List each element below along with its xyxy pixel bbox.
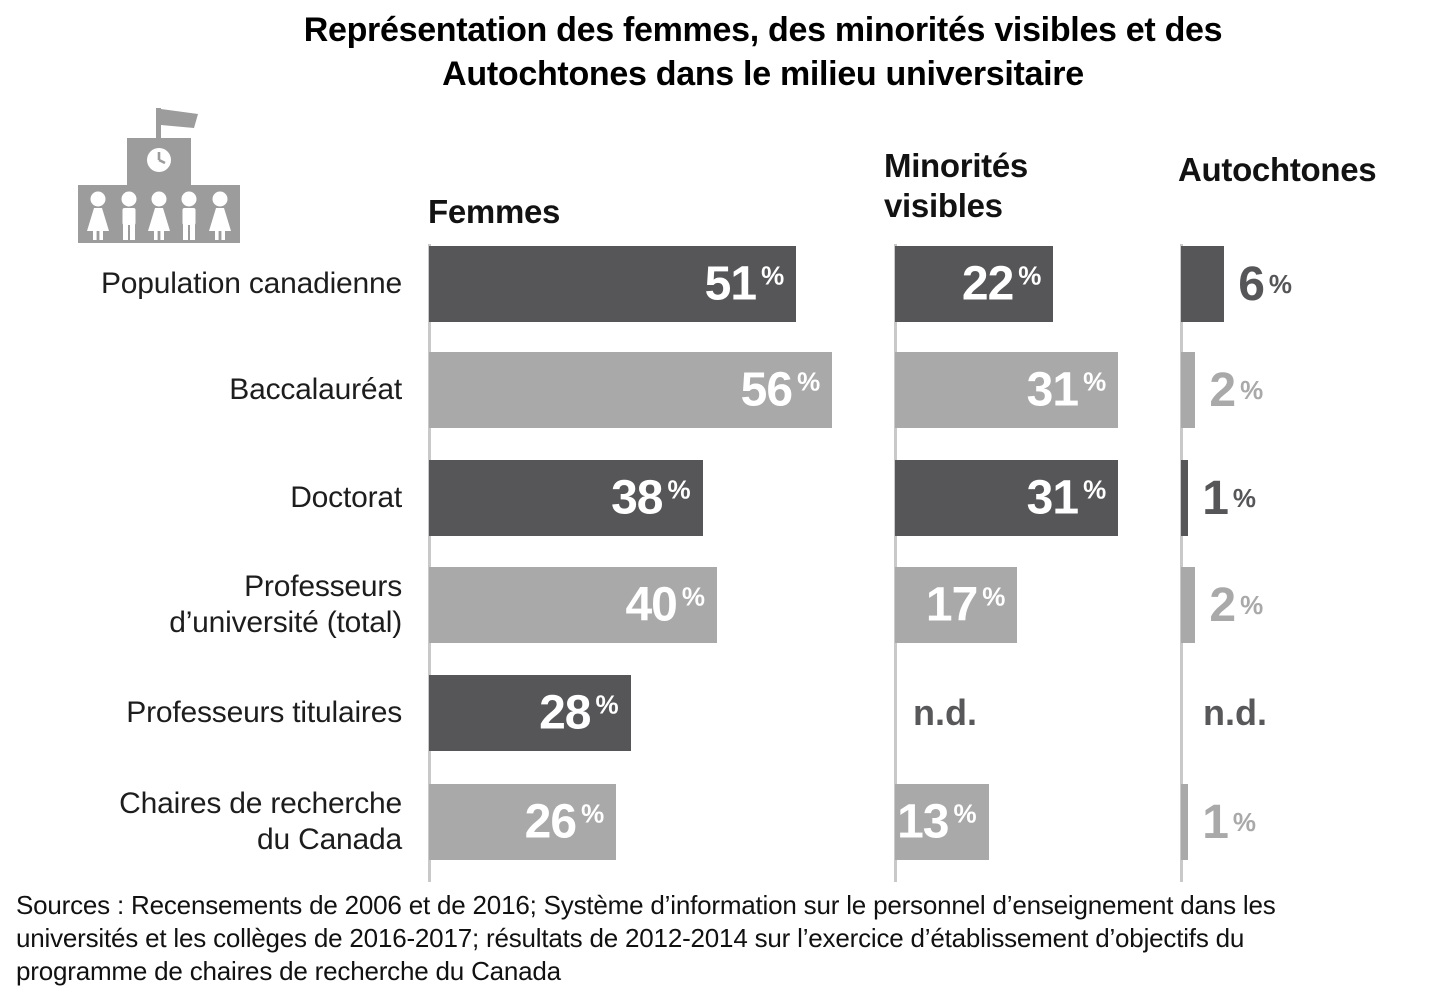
bar — [1181, 352, 1196, 428]
source-line2: universités et les collèges de 2016-2017… — [16, 923, 1245, 953]
chart-title-line1: Représentation des femmes, des minorités… — [303, 11, 1223, 49]
bar — [1181, 460, 1189, 536]
bar-value-label: 26% — [524, 795, 605, 849]
row-label: Population canadienne — [100, 267, 402, 300]
percent-sign: % — [1083, 366, 1107, 397]
bar: 38% — [429, 460, 703, 536]
bar-value-label: 1% — [1202, 795, 1257, 849]
row-label: Professeurs titulaires — [126, 696, 402, 729]
bar-value-label: 31% — [1026, 471, 1107, 525]
column-header-autochtones: Autochtones — [1178, 151, 1377, 188]
bar: 51% — [429, 246, 797, 322]
row-label: Doctorat — [290, 481, 402, 514]
percent-sign: % — [797, 366, 821, 397]
percent-sign: % — [1232, 482, 1257, 513]
nd-label: n.d. — [1203, 692, 1267, 733]
percent-sign: % — [982, 581, 1006, 612]
bar-value-label: 56% — [740, 363, 821, 417]
flag-icon — [156, 108, 198, 142]
bar-value-label: 1% — [1202, 471, 1257, 525]
percent-sign: % — [1240, 374, 1264, 405]
bar-value-label: 22% — [961, 257, 1042, 311]
people-icons — [87, 191, 231, 240]
row-label: Chaires de recherche du Canada — [119, 787, 402, 856]
bar-value-label: 28% — [539, 686, 619, 740]
column-header-minorites-visibles: Minorités visibles — [884, 147, 1028, 224]
bar-value-label: 17% — [925, 578, 1006, 632]
bar-value-label: 2% — [1209, 363, 1264, 417]
bar — [1181, 246, 1225, 322]
source-line1: Sources : Recensements de 2006 et de 201… — [16, 890, 1276, 920]
bar — [1181, 784, 1189, 860]
chart-title: Représentation des femmes, des minorités… — [304, 8, 1223, 96]
bar: 13% — [895, 784, 989, 860]
bar: 40% — [429, 567, 717, 643]
bar-value-label: 38% — [611, 471, 691, 525]
percent-sign: % — [681, 581, 705, 612]
bar: 22% — [895, 246, 1054, 322]
percent-sign: % — [761, 260, 785, 291]
bar: 31% — [895, 352, 1119, 428]
axis-line-2 — [894, 244, 897, 882]
bar-value-label: 40% — [625, 578, 705, 632]
bar: 31% — [895, 460, 1119, 536]
percent-sign: % — [1083, 474, 1107, 505]
bar — [1181, 567, 1196, 643]
column-header-femmes: Femmes — [428, 193, 561, 230]
percent-sign: % — [1268, 268, 1293, 299]
row-label: Baccalauréat — [229, 373, 402, 406]
source-line3: programme de chaires de recherche du Can… — [16, 956, 561, 986]
percent-sign: % — [581, 798, 605, 829]
bar: 17% — [895, 567, 1018, 643]
percent-sign: % — [1018, 260, 1042, 291]
axis-line-1 — [428, 244, 431, 882]
bar-value-label: 13% — [897, 795, 977, 849]
axis-line-3 — [1180, 244, 1183, 882]
source-note: Sources : Recensements de 2006 et de 201… — [16, 889, 1276, 988]
percent-sign: % — [1240, 589, 1264, 620]
chart-title-line2: Autochtones dans le milieu universitaire — [442, 55, 1084, 93]
bar-value-label: 2% — [1209, 578, 1264, 632]
clock-icon — [147, 148, 171, 172]
bar: 28% — [429, 675, 631, 751]
percent-sign: % — [953, 798, 977, 829]
nd-label: n.d. — [913, 692, 977, 733]
bar-value-label: 51% — [704, 257, 785, 311]
percent-sign: % — [667, 474, 691, 505]
percent-sign: % — [595, 689, 619, 720]
percent-sign: % — [1232, 806, 1257, 837]
bar-value-label: 31% — [1026, 363, 1107, 417]
bar-value-label: 6% — [1238, 257, 1293, 311]
bar: 56% — [429, 352, 833, 428]
row-label: Professeurs d’université (total) — [169, 570, 402, 639]
bar: 26% — [429, 784, 617, 860]
university-building-icon — [78, 108, 240, 243]
